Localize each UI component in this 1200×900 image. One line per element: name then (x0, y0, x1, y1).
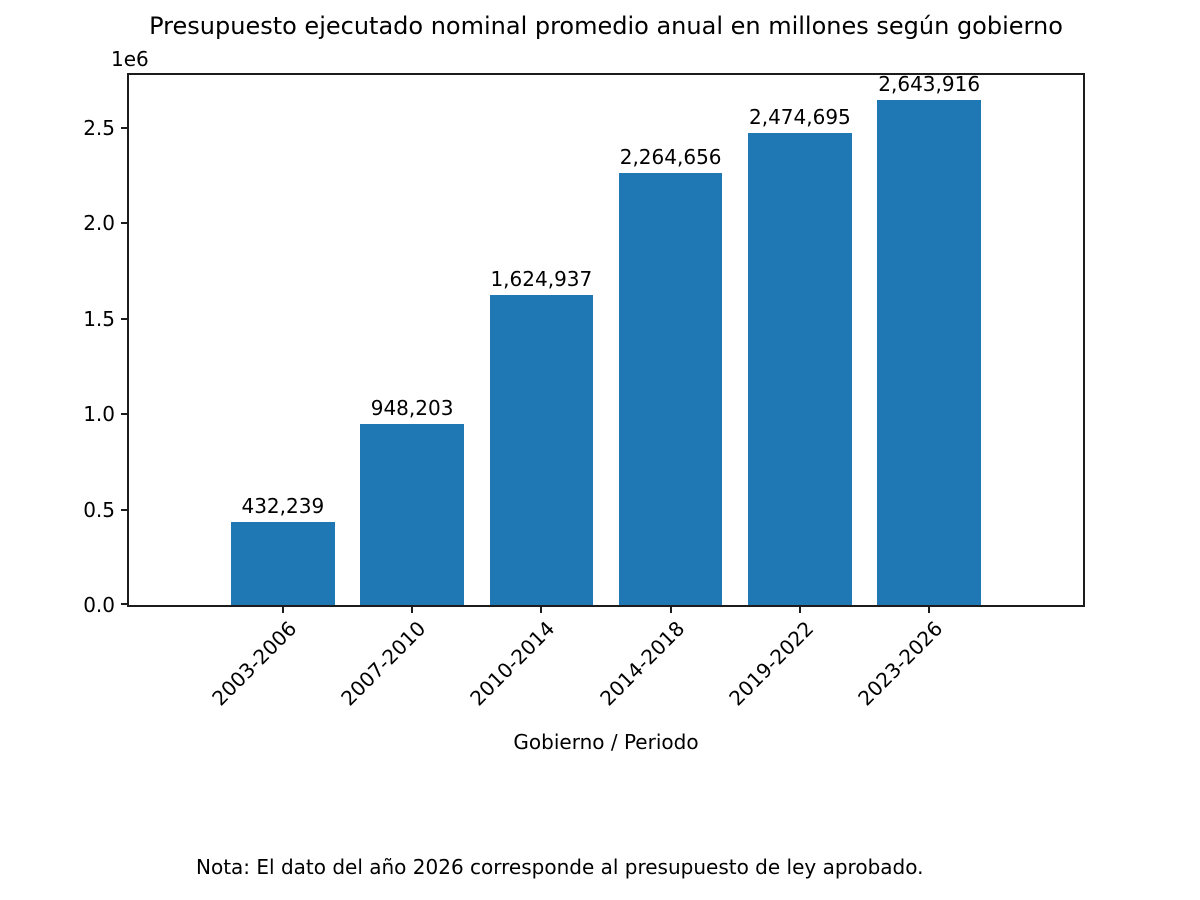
x-axis-tick (540, 605, 543, 613)
x-axis-tick (411, 605, 414, 613)
x-axis-tick (669, 605, 672, 613)
bar-value-label: 2,643,916 (878, 72, 981, 97)
bar-value-label: 2,474,695 (748, 104, 851, 129)
y-tick-label: 1.5 (83, 306, 115, 331)
x-tick-label: 2019-2022 (724, 616, 819, 711)
x-axis-tick (281, 605, 284, 613)
bar-2023-2026 (877, 100, 981, 605)
bar-value-label: 948,203 (370, 395, 454, 420)
bar-value-label: 432,239 (241, 494, 325, 519)
chart-title: Presupuesto ejecutado nominal promedio a… (149, 12, 1063, 40)
bar-value-label: 1,624,937 (490, 266, 593, 291)
bar-2014-2018 (618, 172, 723, 605)
x-axis-label: Gobierno / Periodo (513, 730, 699, 754)
x-tick-label: 2023-2026 (853, 616, 948, 711)
x-tick-label: 2010-2014 (465, 616, 560, 711)
bar-2003-2006 (231, 522, 335, 605)
x-tick-label: 2007-2010 (336, 616, 431, 711)
plot-area: 432,239 2003-2006 948,203 2007-2010 1,624,93… (83, 72, 1085, 710)
x-tick-label: 2003-2006 (207, 616, 302, 711)
bar-value-label: 2,264,656 (619, 144, 722, 169)
bar-2019-2022 (748, 132, 852, 605)
y-tick-label: 0.0 (83, 593, 115, 617)
footnote: Nota: El dato del año 2026 corresponde a… (196, 855, 924, 879)
y-axis-offset-text: 1e6 (111, 47, 149, 71)
bar-2007-2010 (360, 423, 464, 605)
x-axis-tick (798, 605, 801, 613)
y-tick-label: 1.0 (83, 402, 115, 427)
y-axis-tick (121, 126, 129, 129)
bar-2010-2014 (489, 294, 594, 605)
x-axis-tick (928, 605, 931, 613)
y-axis-tick (121, 413, 129, 416)
x-tick-label: 2014-2018 (594, 616, 689, 711)
y-tick-label: 2.0 (83, 211, 115, 236)
y-tick-label: 2.5 (83, 115, 115, 140)
y-tick-label: 0.5 (83, 497, 115, 522)
y-axis-tick (121, 603, 129, 605)
y-axis-tick (121, 222, 129, 225)
y-axis-tick (121, 317, 129, 320)
y-axis-tick (121, 508, 129, 511)
